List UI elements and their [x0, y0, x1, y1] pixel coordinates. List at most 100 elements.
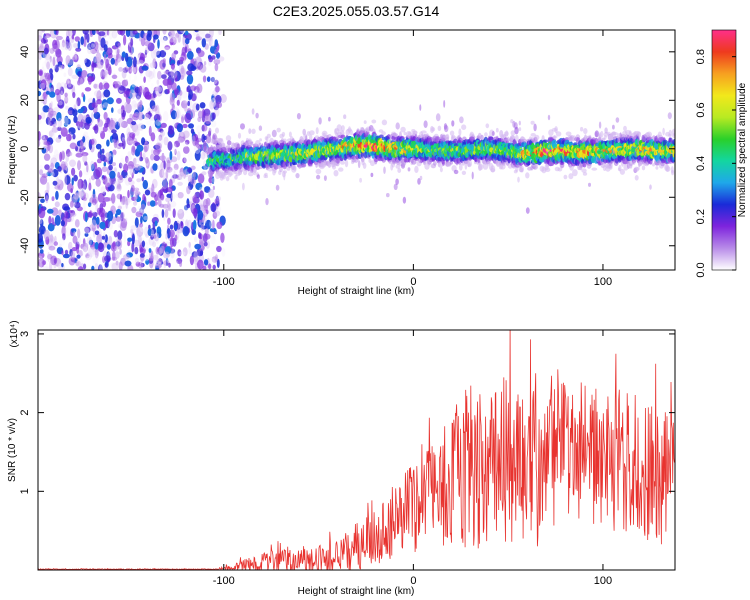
spectrogram-cell — [265, 174, 268, 179]
spectrogram-cell — [133, 56, 137, 68]
spectrogram-cell — [179, 260, 183, 267]
spectrogram-cell — [74, 219, 80, 228]
spectrogram-cell — [316, 174, 321, 180]
spectrogram-cell — [220, 232, 225, 243]
spectrogram-cell — [204, 114, 212, 125]
spectrogram-cell — [123, 232, 127, 243]
spectrogram-cell — [76, 64, 81, 70]
spectrogram-cell — [51, 217, 55, 226]
spectrogram-cell — [119, 248, 122, 255]
spectrogram-cell — [63, 206, 71, 211]
spectrogram-cell — [113, 139, 118, 149]
spectrogram-cell — [136, 178, 142, 183]
spectrogram-cell — [151, 149, 154, 155]
spectrogram-cell — [166, 159, 171, 171]
spectrogram-cell — [148, 248, 152, 253]
spectrogram-cell — [168, 125, 175, 135]
spectrogram-cell — [116, 217, 123, 222]
spectrogram-cell — [172, 143, 177, 154]
spectrogram-cell — [203, 198, 209, 209]
spectrogram-cell — [127, 151, 132, 157]
spectrogram-cell — [275, 184, 280, 191]
spectrogram-cell — [149, 200, 156, 207]
spectrogram-cell — [90, 43, 95, 48]
spectrogram-cell — [318, 117, 322, 125]
spectrogram-cell — [478, 163, 484, 170]
spectrogram-cell — [66, 133, 72, 142]
spectrogram-cell — [383, 166, 386, 174]
spectrogram-cell — [46, 182, 50, 193]
spectrogram-cell — [149, 62, 156, 69]
spectrogram-cell — [214, 63, 219, 72]
spectrogram-cell — [362, 162, 367, 169]
spectrogram-cell — [180, 221, 184, 229]
spectrogram-cell — [206, 76, 211, 82]
spectrogram-cell — [155, 246, 160, 255]
spectrogram-cell — [130, 224, 137, 230]
spectrogram-cell — [141, 65, 149, 71]
spectrogram-cell — [52, 56, 56, 67]
spectrogram-cell — [106, 152, 112, 162]
spectrogram-cell — [258, 125, 263, 131]
spectrogram-cell — [72, 133, 76, 140]
spectrogram-cell — [65, 153, 69, 162]
spectrogram-cell — [386, 193, 390, 198]
spectrogram-cell — [130, 184, 135, 192]
spectrogram-cell — [591, 167, 598, 171]
spectrogram-cell — [74, 36, 81, 42]
spectrogram-cell — [174, 224, 178, 230]
spectrogram-cell — [140, 203, 146, 214]
spectrogram-cell — [134, 74, 137, 81]
spectrogram-cell — [196, 125, 203, 134]
spectrogram-cell — [210, 36, 215, 48]
spectrogram-cell — [68, 38, 75, 49]
spectrogram-cell — [203, 186, 211, 193]
spectrogram-cell — [48, 245, 56, 251]
spectrogram-cell — [248, 128, 252, 135]
spectrogram-cell — [124, 101, 129, 113]
spectrogram-cell — [212, 264, 216, 270]
spectrogram-cell — [215, 101, 223, 109]
spectrogram-cell — [62, 253, 70, 259]
spectrogram-cell — [124, 260, 132, 267]
spectrogram-cell — [178, 191, 186, 200]
spectrogram-cell — [392, 133, 399, 138]
spectrogram-cell — [94, 262, 99, 270]
spectrogram-cell — [49, 68, 53, 75]
spectrogram-cell — [461, 124, 467, 130]
spectrogram-cell — [190, 65, 197, 71]
spectrogram-cell — [172, 208, 176, 218]
spectrogram-cell — [120, 159, 124, 164]
spectrogram-cell — [182, 123, 188, 129]
spectrogram-cell — [39, 169, 44, 176]
spectrogram-cell — [105, 63, 112, 71]
spectrogram-cell — [38, 49, 43, 61]
spectrogram-cell — [127, 177, 133, 183]
spectrogram-cell — [443, 100, 446, 108]
spectrogram-cell — [63, 72, 67, 78]
spectrogram-cell — [93, 90, 101, 97]
spectrogram-cell — [188, 246, 192, 255]
spectrogram-cell — [47, 223, 55, 232]
spectrogram-cell — [130, 214, 135, 224]
spectrogram-cell — [340, 160, 345, 165]
spectrogram-cell — [211, 74, 219, 85]
spectrogram-cell — [46, 265, 50, 270]
spectrogram-cell — [600, 130, 604, 138]
spectrogram-cell — [120, 154, 124, 164]
spectrogram-cell — [49, 233, 54, 242]
spectrogram-cell — [467, 163, 472, 167]
spectrogram-cell — [491, 131, 495, 136]
spectrogram-cell — [588, 182, 591, 187]
spectrogram-cell — [619, 168, 626, 175]
spectrogram-cell — [54, 88, 60, 96]
spectrogram-cell — [209, 100, 215, 110]
spectrogram-cell — [407, 167, 411, 172]
spectrogram-cell — [179, 251, 186, 256]
spectrogram-cell — [47, 208, 54, 214]
spectrogram-cell — [129, 89, 136, 100]
spectrogram-cell — [52, 44, 59, 52]
spectrogram-cell — [149, 255, 154, 262]
spectrogram-cell — [51, 196, 55, 202]
spectrogram-cell — [197, 30, 201, 35]
